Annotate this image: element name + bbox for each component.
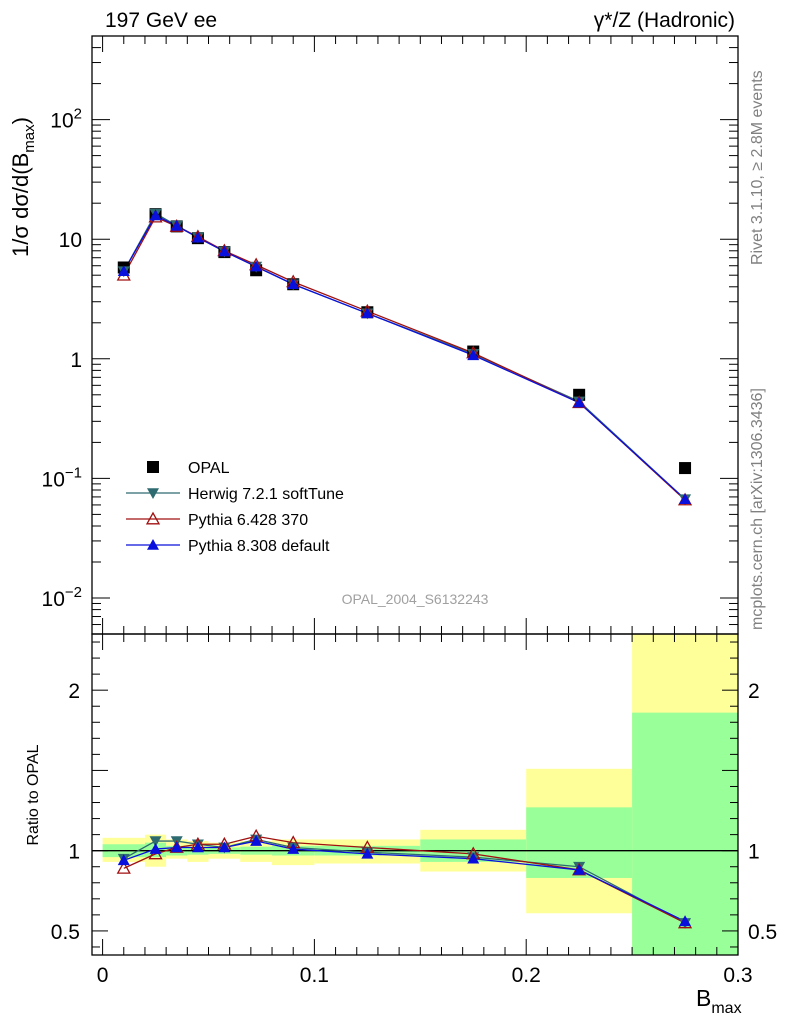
x-tick-label: 0: [97, 964, 109, 987]
ratio-y-tick-label-right: 1: [748, 841, 760, 864]
ratio-y-tick-label: 1: [68, 841, 80, 864]
main-point-pythia-8-308-default: [573, 396, 586, 408]
ratio-bands: [102, 634, 738, 955]
ratio-point-pythia-8-308-default: [218, 841, 231, 853]
main-line-herwig-7-2-1-softtune: [123, 212, 686, 500]
ratio-point-pythia-8-308-default: [117, 854, 130, 866]
legend-label-pythia-6-428-370: Pythia 6.428 370: [188, 512, 308, 529]
legend-marker-herwig-7-2-1-softtune: [147, 488, 159, 499]
legend-label-herwig-7-2-1-softtune: Herwig 7.2.1 softTune: [188, 486, 344, 503]
series-markers: [116, 208, 693, 929]
main-point-pythia-8-308-default: [149, 209, 162, 221]
main-point-pythia-8-308-default: [218, 245, 231, 257]
axis-ticks: [92, 35, 739, 955]
main-y-tick-label: 10: [59, 229, 82, 252]
ratio-point-pythia-8-308-default: [191, 841, 204, 853]
ratio-y-tick-label-right: 0.5: [748, 921, 777, 944]
main-line-pythia-8-308-default: [123, 214, 686, 500]
ratio-point-herwig-7-2-1-softtune: [149, 836, 162, 848]
legend-label-opal: OPAL: [188, 460, 230, 477]
mcplots-label: mcplots.cern.ch [arXiv:1306.3436]: [749, 388, 766, 630]
main-y-tick-label: 10−1: [42, 464, 82, 491]
main-point-pythia-8-308-default: [117, 265, 130, 277]
main-point-pythia-8-308-default: [170, 219, 183, 231]
legend-label-pythia-8-308-default: Pythia 8.308 default: [188, 538, 330, 555]
x-tick-label: 0.2: [512, 964, 541, 987]
ratio-plot-frame: [91, 633, 739, 956]
legend: OPAL Herwig 7.2.1 softTune Pythia 6.428 37…: [126, 460, 344, 555]
main-point-opal: [679, 462, 692, 475]
ratio-y-axis-label: Ratio to OPAL: [25, 744, 42, 845]
x-tick-label: 0.1: [300, 964, 329, 987]
ratio-point-pythia-8-308-default: [170, 841, 183, 853]
tick-labels: 0 0.1 0.2 0.3 10−2 10−1 1 10 102 0.5 0.5 1 1 2 2: [42, 106, 778, 987]
main-point-pythia-8-308-default: [250, 260, 263, 272]
main-point-pythia-8-308-default: [361, 307, 374, 319]
main-y-axis-label: 1/σ dσ/d(Bmax): [8, 117, 38, 257]
ratio-point-pythia-6-428-370: [116, 860, 131, 874]
ratio-point-pythia-8-308-default: [679, 915, 692, 927]
x-tick-label: 0.3: [723, 964, 752, 987]
header-right: γ*/Z (Hadronic): [594, 9, 735, 32]
main-y-tick-label: 102: [50, 106, 82, 133]
ratio-y-tick-label: 0.5: [51, 921, 80, 944]
legend-marker-pythia-8-308-default: [147, 539, 159, 550]
ratio-point-pythia-8-308-default: [467, 852, 480, 864]
main-point-pythia-8-308-default: [191, 231, 204, 243]
legend-marker-pythia-6-428-370: [145, 511, 161, 525]
main-point-pythia-8-308-default: [287, 278, 300, 290]
ratio-point-pythia-8-308-default: [361, 847, 374, 859]
watermark: OPAL_2004_S6132243: [342, 591, 489, 607]
main-point-pythia-8-308-default: [679, 493, 692, 504]
ratio-band-stat: [632, 712, 738, 955]
rivet-label: Rivet 3.1.10, ≥ 2.8M events: [749, 70, 766, 265]
ratio-y-tick-label: 2: [68, 680, 80, 703]
main-point-pythia-8-308-default: [467, 349, 480, 361]
ratio-point-pythia-8-308-default: [287, 843, 300, 854]
ratio-point-pythia-8-308-default: [573, 863, 586, 875]
legend-marker-opal: [147, 461, 159, 473]
main-line-pythia-6-428-370: [123, 216, 686, 501]
main-y-tick-label: 10−2: [42, 584, 82, 611]
header-left: 197 GeV ee: [105, 9, 217, 32]
ratio-point-pythia-8-308-default: [250, 835, 263, 846]
ratio-y-tick-label-right: 2: [748, 680, 760, 703]
main-y-tick-label: 1: [70, 349, 82, 372]
x-axis-label: Bmax: [696, 985, 742, 1017]
ratio-point-pythia-8-308-default: [149, 843, 162, 854]
